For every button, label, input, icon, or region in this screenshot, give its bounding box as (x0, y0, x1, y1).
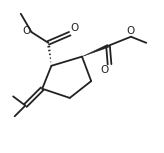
Polygon shape (82, 45, 109, 57)
Text: O: O (101, 65, 109, 75)
Text: O: O (22, 26, 31, 36)
Text: O: O (71, 23, 79, 33)
Text: O: O (127, 26, 135, 36)
